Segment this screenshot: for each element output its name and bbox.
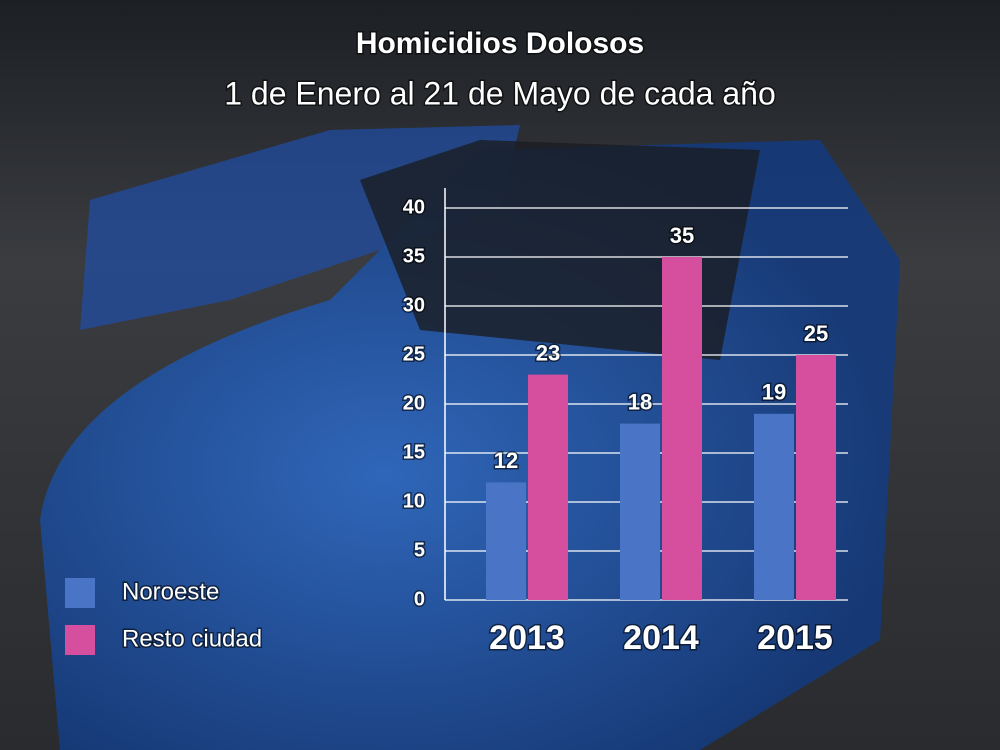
- legend-label: Resto ciudad: [122, 625, 262, 652]
- x-tick-label: 2013: [489, 619, 565, 657]
- chart-title: Homicidios Dolosos: [356, 27, 644, 60]
- y-tick-label: 0: [414, 588, 425, 610]
- legend-swatch: [65, 625, 95, 655]
- background-windshield: [360, 140, 760, 360]
- y-tick-label: 5: [414, 539, 425, 561]
- y-tick-label: 15: [403, 441, 425, 463]
- value-label: 12: [494, 448, 518, 473]
- bar: [796, 355, 836, 600]
- legend-swatch: [65, 578, 95, 608]
- y-tick-label: 35: [403, 245, 425, 267]
- value-label: 25: [804, 321, 828, 346]
- value-label: 23: [536, 340, 560, 365]
- value-label: 18: [628, 389, 652, 414]
- y-tick-label: 40: [403, 196, 425, 218]
- bar: [486, 482, 526, 600]
- y-tick-label: 25: [403, 343, 425, 365]
- x-tick-label: 2014: [623, 619, 699, 657]
- bar: [754, 413, 794, 600]
- bar: [620, 423, 660, 600]
- value-label: 35: [670, 223, 694, 248]
- bar: [528, 374, 568, 600]
- y-tick-label: 20: [403, 392, 425, 414]
- y-tick-label: 30: [403, 294, 425, 316]
- x-tick-label: 2015: [757, 619, 833, 657]
- chart-subtitle: 1 de Enero al 21 de Mayo de cada año: [224, 75, 776, 111]
- bar: [662, 257, 702, 600]
- legend-label: Noroeste: [122, 578, 219, 605]
- value-label: 19: [762, 380, 786, 405]
- y-tick-label: 10: [403, 490, 425, 512]
